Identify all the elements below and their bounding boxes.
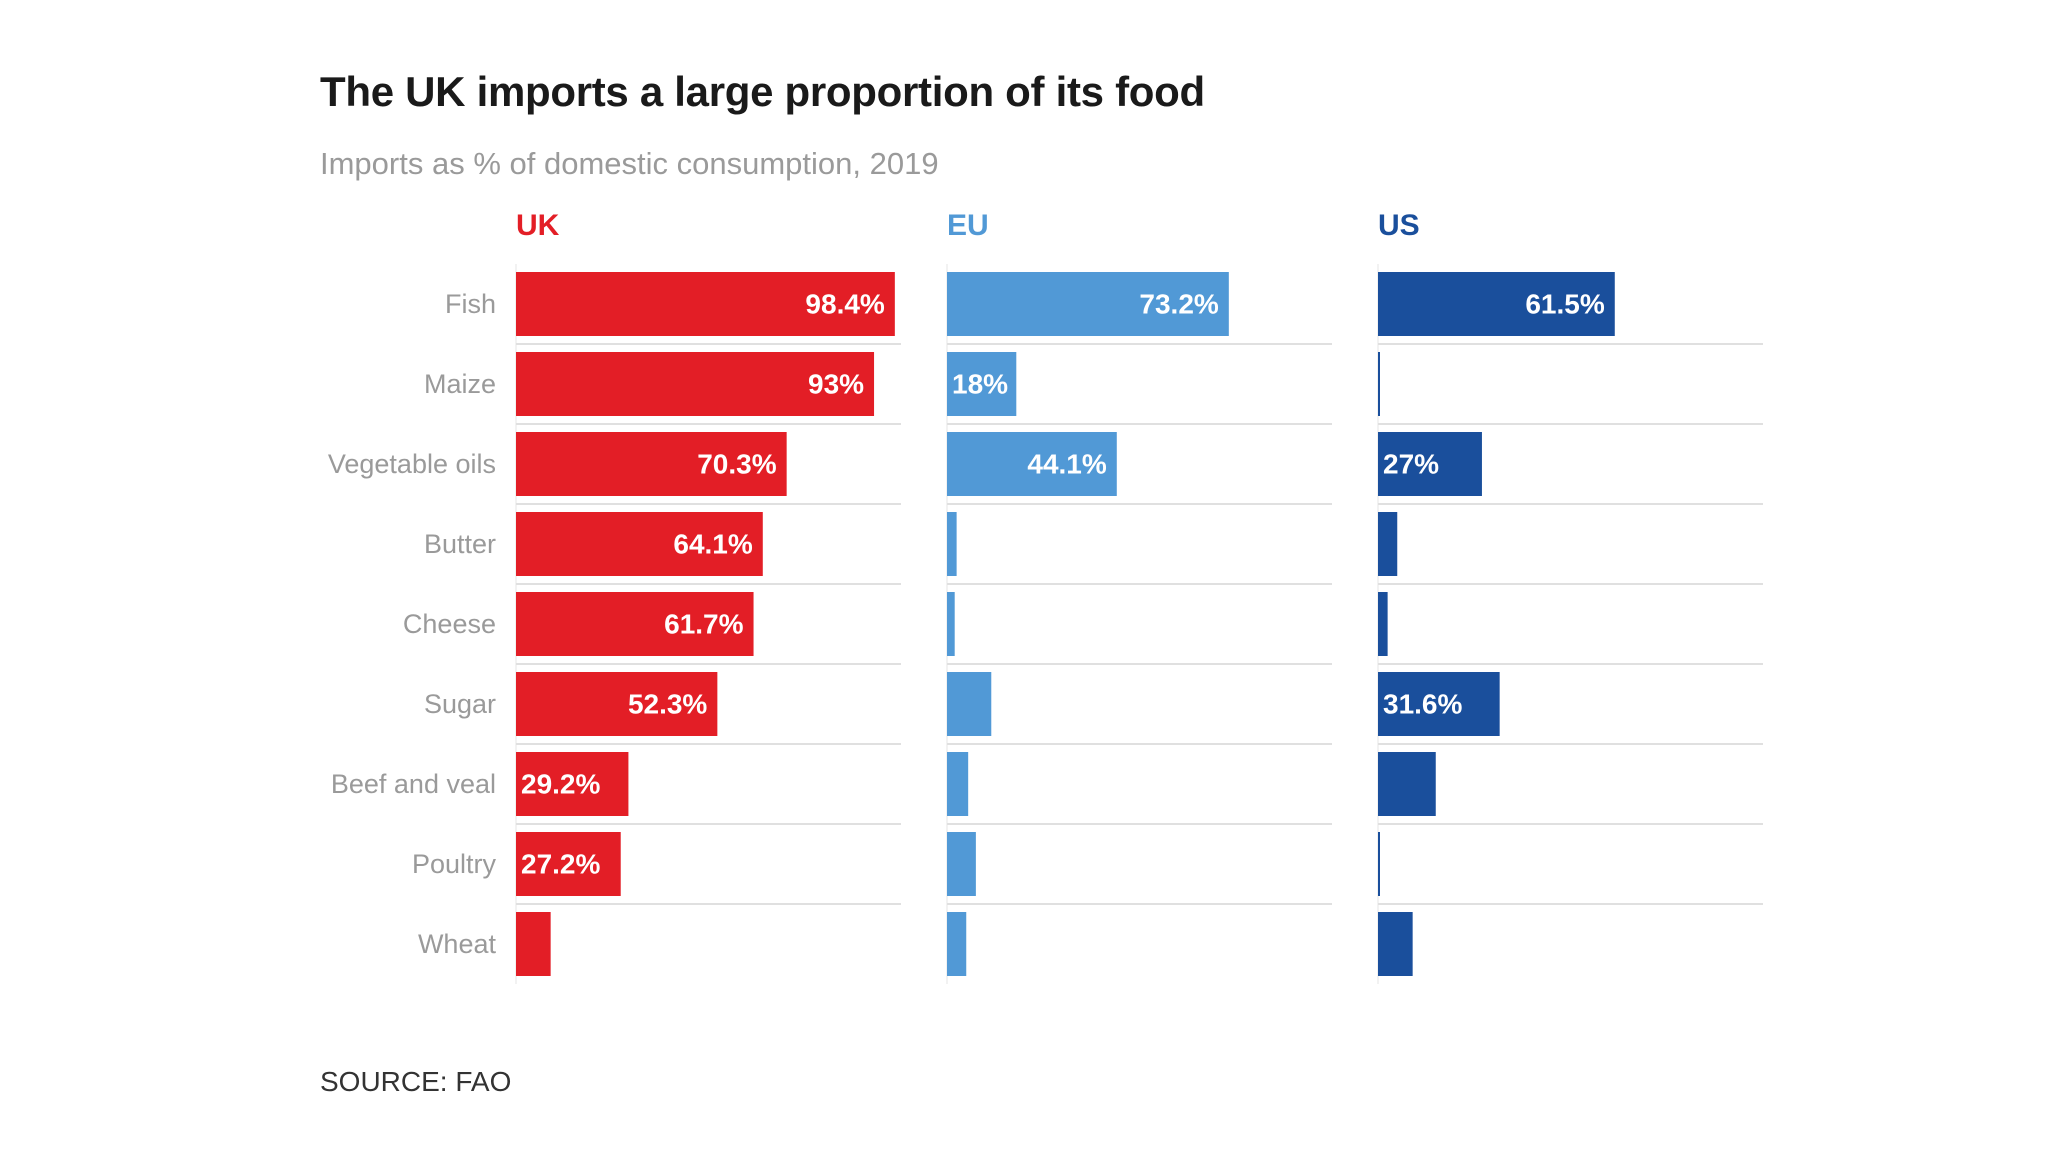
bar-uk-maize [516,352,875,416]
panel-title-us: US [1378,209,1420,242]
bar-uk-butter [516,512,763,576]
bar-uk-beef-and-veal [516,752,629,816]
data-label-uk-butter: 64.1% [673,529,752,560]
bar-eu-sugar [947,672,992,736]
data-label-eu-vegetable-oils: 44.1% [1027,449,1106,480]
bar-eu-maize [947,352,1017,416]
bar-eu-vegetable-oils [947,432,1117,496]
bar-uk-cheese [516,592,754,656]
bar-uk-fish [516,272,895,336]
chart-title: The UK imports a large proportion of its… [320,68,1205,115]
data-label-uk-vegetable-oils: 70.3% [697,449,776,480]
category-label-wheat: Wheat [418,929,497,959]
bar-us-vegetable-oils [1378,432,1482,496]
chart-subtitle: Imports as % of domestic consumption, 20… [320,146,939,181]
data-label-uk-sugar: 52.3% [628,689,707,720]
bar-us-poultry [1378,832,1380,896]
bar-us-sugar [1378,672,1500,736]
data-label-uk-fish: 98.4% [805,289,884,320]
bar-us-fish [1378,272,1615,336]
data-label-eu-maize: 18% [952,369,1008,400]
bar-uk-sugar [516,672,718,736]
data-label-uk-maize: 93% [808,369,864,400]
data-label-uk-cheese: 61.7% [664,609,743,640]
bar-eu-poultry [947,832,976,896]
bar-eu-cheese [947,592,955,656]
panel-title-eu: EU [947,209,989,242]
category-label-sugar: Sugar [424,689,496,719]
data-label-eu-fish: 73.2% [1139,289,1218,320]
category-label-cheese: Cheese [403,609,496,639]
data-label-uk-beef-and-veal: 29.2% [521,769,600,800]
data-label-us-vegetable-oils: 27% [1383,449,1439,480]
bar-uk-vegetable-oils [516,432,787,496]
data-label-us-fish: 61.5% [1525,289,1604,320]
category-label-butter: Butter [424,529,496,559]
bar-eu-wheat [947,912,967,976]
bar-eu-butter [947,512,957,576]
chart-source: SOURCE: FAO [320,1066,512,1097]
category-label-fish: Fish [445,289,496,319]
bar-us-wheat [1378,912,1413,976]
category-label-poultry: Poultry [412,849,497,879]
bar-us-cheese [1378,592,1388,656]
category-label-maize: Maize [424,369,496,399]
data-label-uk-poultry: 27.2% [521,849,600,880]
bar-us-butter [1378,512,1398,576]
bar-uk-poultry [516,832,621,896]
category-label-beef-and-veal: Beef and veal [331,769,496,799]
panel-title-uk: UK [516,209,560,242]
bar-us-maize [1378,352,1380,416]
data-label-us-sugar: 31.6% [1383,689,1462,720]
bar-uk-wheat [516,912,551,976]
bar-eu-fish [947,272,1229,336]
bar-us-beef-and-veal [1378,752,1436,816]
category-label-vegetable-oils: Vegetable oils [328,449,496,479]
bar-eu-beef-and-veal [947,752,969,816]
